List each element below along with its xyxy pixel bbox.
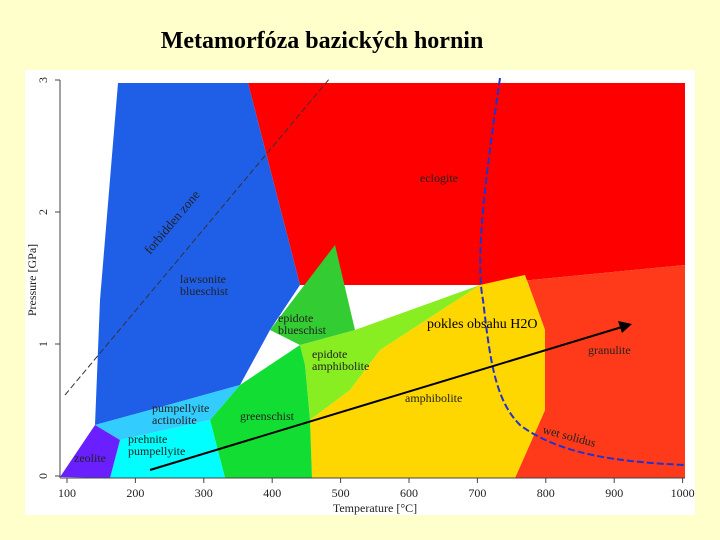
eclogite-field xyxy=(248,83,685,285)
diagram xyxy=(25,70,695,515)
y-tick-label: 0 xyxy=(36,473,50,479)
arrow-line xyxy=(149,326,623,471)
region-label: granulite xyxy=(588,343,631,357)
x-tick-label: 800 xyxy=(537,486,555,500)
x-tick-label: 200 xyxy=(126,486,144,500)
x-tick-label: 500 xyxy=(332,486,350,500)
epidote-blueschist-field xyxy=(270,245,355,345)
region-label: amphibolite xyxy=(405,391,462,405)
y-tick-label: 2 xyxy=(36,209,50,215)
region-label: actinolite xyxy=(152,413,197,427)
zeolite-field xyxy=(60,425,120,478)
region-label: zeolite xyxy=(74,451,106,465)
y-axis-label: Pressure [GPa] xyxy=(25,244,39,316)
epidote-amphibolite-field xyxy=(300,285,480,420)
amphibolite-field xyxy=(310,275,545,478)
x-tick-label: 1000 xyxy=(671,486,695,500)
x-tick-label: 300 xyxy=(195,486,213,500)
region-label: blueschist xyxy=(180,284,229,298)
x-tick-label: 900 xyxy=(605,486,623,500)
x-tick-label: 400 xyxy=(263,486,281,500)
arrow-head xyxy=(618,321,632,333)
region-label: pumpellyite xyxy=(128,444,185,458)
forbidden-zone-line xyxy=(64,77,331,396)
granulite-field xyxy=(480,265,685,478)
prehnite-pumpellyite-field xyxy=(110,420,225,478)
x-tick-label: 600 xyxy=(400,486,418,500)
region-label: amphibolite xyxy=(312,359,369,373)
y-tick-label: 3 xyxy=(36,77,50,83)
region-label: prehnite xyxy=(128,432,167,446)
x-tick-label: 700 xyxy=(468,486,486,500)
arrow-label: pokles obsahu H2O xyxy=(427,317,537,332)
region-label: greenschist xyxy=(240,409,295,423)
blueschist-field xyxy=(95,83,300,425)
region-label: lawsonite xyxy=(180,272,226,286)
title: Metamorfóza bazických hornin xyxy=(161,28,484,54)
region-label: epidote xyxy=(278,311,313,325)
x-tick-label: 100 xyxy=(58,486,76,500)
region-label: eclogite xyxy=(420,171,458,185)
region-label: epidote xyxy=(312,347,347,361)
y-tick-label: 1 xyxy=(36,341,50,347)
pumpellyite-actinolite-field xyxy=(95,385,240,440)
region-label: pumpellyite xyxy=(152,401,209,415)
region-label: blueschist xyxy=(278,323,327,337)
region-labels: eclogitelawsoniteblueschistepidotebluesc… xyxy=(74,171,631,465)
ticks: 100 200 300 400 500 600 700 800 900 1000 0 1 2 3 xyxy=(36,77,695,500)
x-axis-label: Temperature [°C] xyxy=(333,501,417,515)
wet-solidus-line xyxy=(479,77,686,466)
